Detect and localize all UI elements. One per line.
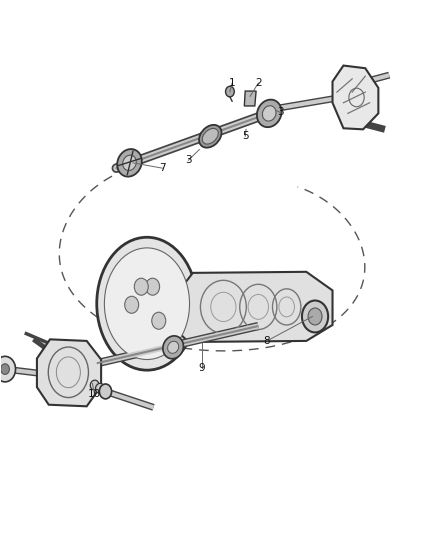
Ellipse shape — [95, 383, 104, 393]
Text: 3: 3 — [185, 155, 192, 165]
Circle shape — [125, 296, 139, 313]
Ellipse shape — [104, 248, 190, 360]
Circle shape — [146, 278, 159, 295]
Ellipse shape — [163, 336, 184, 359]
Circle shape — [152, 312, 166, 329]
Polygon shape — [180, 272, 332, 342]
Circle shape — [226, 86, 234, 97]
Text: 5: 5 — [242, 131, 248, 141]
Text: 1: 1 — [229, 78, 235, 88]
Ellipse shape — [199, 125, 222, 148]
Ellipse shape — [97, 237, 197, 370]
Text: 3: 3 — [277, 107, 283, 117]
Ellipse shape — [308, 308, 322, 325]
Ellipse shape — [90, 380, 99, 390]
Ellipse shape — [202, 128, 218, 144]
Text: 8: 8 — [264, 336, 270, 346]
Ellipse shape — [168, 341, 179, 353]
Polygon shape — [244, 91, 256, 106]
Text: 7: 7 — [159, 163, 166, 173]
Circle shape — [134, 278, 148, 295]
Text: 10: 10 — [88, 389, 101, 399]
Ellipse shape — [302, 301, 328, 333]
Ellipse shape — [123, 155, 136, 171]
Circle shape — [0, 357, 15, 382]
Ellipse shape — [262, 106, 276, 121]
Text: 2: 2 — [255, 78, 261, 88]
Circle shape — [1, 364, 10, 374]
Ellipse shape — [99, 384, 112, 399]
Polygon shape — [37, 340, 101, 406]
Polygon shape — [332, 66, 378, 130]
Ellipse shape — [257, 100, 282, 127]
Ellipse shape — [117, 149, 142, 176]
Text: 9: 9 — [198, 362, 205, 373]
